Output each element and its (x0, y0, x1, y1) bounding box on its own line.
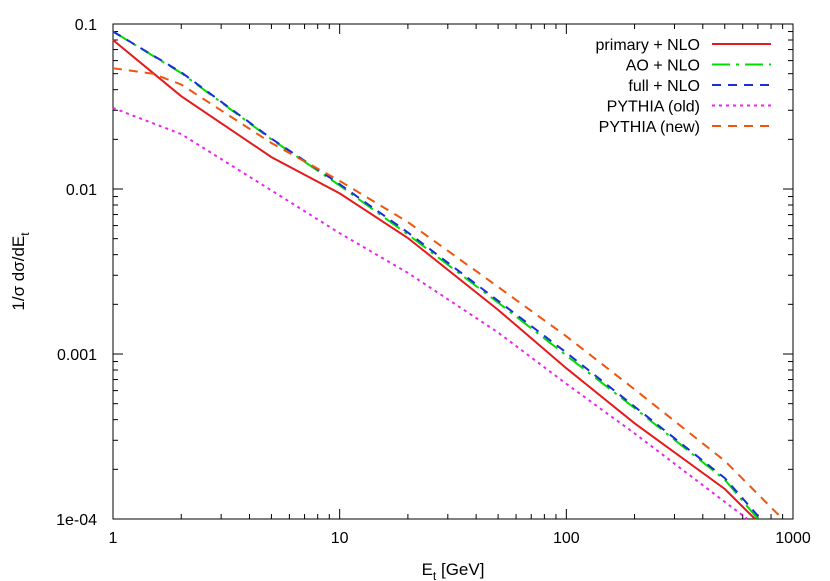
legend-label-3: full + NLO (628, 78, 700, 95)
x-axis-label-sub: t (433, 569, 437, 581)
legend: primary + NLO AO + NLO full + NLO PYTHIA (o… (596, 37, 771, 136)
legend-label-5: PYTHIA (new) (599, 119, 700, 136)
x-tick-label: 100 (553, 530, 580, 547)
y-tick-label: 0.01 (66, 182, 97, 199)
y-axis-label: 1/σ dσ/dEt (9, 232, 32, 311)
series-line-5 (112, 67, 784, 520)
tick-labels: 1 10 100 1000 0.1 0.01 0.001 1e-04 (56, 17, 811, 547)
plot-area-frame (112, 23, 794, 520)
series-line-3 (112, 30, 762, 520)
x-axis-label: Et [GeV] (422, 560, 485, 581)
x-tick-label: 1000 (775, 530, 811, 547)
x-axis-label-rest: [GeV] (436, 560, 484, 579)
y-tick-label: 0.001 (57, 347, 97, 364)
series-line-1 (112, 39, 756, 520)
y-axis-label-main: 1/σ dσ/dE (9, 236, 28, 311)
y-tick-label: 0.1 (75, 17, 97, 34)
tick-marks (112, 23, 794, 520)
legend-label-1: primary + NLO (596, 37, 700, 54)
x-tick-label: 10 (331, 530, 349, 547)
y-tick-label: 1e-04 (56, 512, 97, 529)
x-tick-label: 1 (109, 530, 118, 547)
legend-label-2: AO + NLO (626, 58, 700, 75)
x-axis-label-main: E (422, 560, 433, 579)
series-lines (112, 30, 784, 520)
series-line-4 (112, 106, 749, 520)
y-axis-label-sub: t (18, 232, 32, 236)
legend-label-4: PYTHIA (old) (607, 99, 700, 116)
